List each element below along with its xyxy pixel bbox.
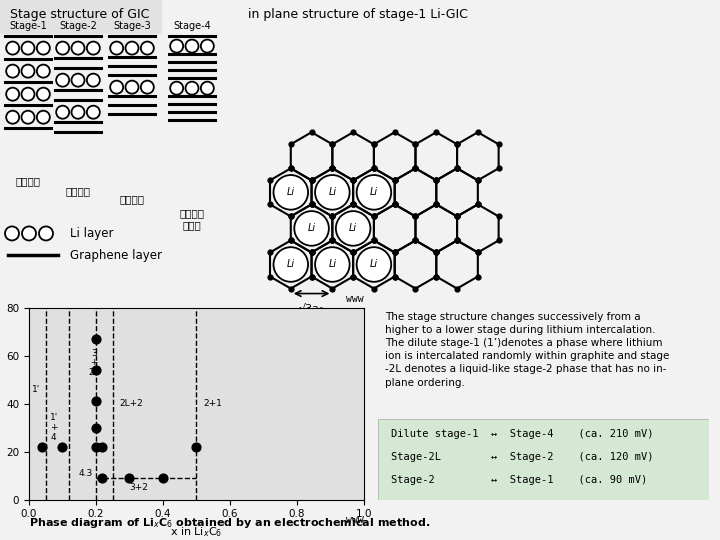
Point [57, 442, 68, 451]
Text: Stage-1: Stage-1 [9, 21, 47, 31]
Text: Graphene layer: Graphene layer [70, 249, 162, 262]
Text: www: www [346, 515, 364, 525]
Text: √3a₀: √3a₀ [299, 303, 324, 314]
Text: 每四層碳
一层锂: 每四層碳 一层锂 [179, 208, 204, 230]
Text: The stage structure changes successively from a
higher to a lower stage during l: The stage structure changes successively… [384, 312, 669, 388]
Circle shape [170, 39, 183, 52]
Text: Stage-2         ↔  Stage-1    (ca. 90 mV): Stage-2 ↔ Stage-1 (ca. 90 mV) [391, 475, 647, 484]
Circle shape [274, 175, 308, 210]
Point [124, 474, 135, 482]
Circle shape [71, 73, 84, 86]
Point [90, 442, 102, 451]
Text: 3
+
2L: 3 + 2L [89, 349, 99, 377]
Circle shape [110, 42, 123, 55]
Circle shape [201, 82, 214, 94]
X-axis label: x in Li$_x$C$_6$: x in Li$_x$C$_6$ [170, 525, 222, 538]
Point [96, 442, 108, 451]
Text: Dilute stage-1  ↔  Stage-4    (ca. 210 mV): Dilute stage-1 ↔ Stage-4 (ca. 210 mV) [391, 429, 654, 438]
Text: 1'
+
4: 1' + 4 [50, 414, 58, 442]
Text: Li: Li [349, 224, 357, 233]
Circle shape [356, 175, 391, 210]
Text: Phase diagram of Li$_x$C$_6$ obtained by an electrochemical method.: Phase diagram of Li$_x$C$_6$ obtained by… [29, 516, 430, 530]
Circle shape [110, 80, 123, 93]
Circle shape [22, 226, 36, 240]
Text: Li: Li [328, 187, 336, 197]
Text: Li: Li [370, 260, 378, 269]
Circle shape [39, 226, 53, 240]
Text: 2L+2: 2L+2 [120, 399, 143, 408]
Text: 每两層碳: 每两層碳 [66, 186, 91, 197]
Circle shape [125, 42, 138, 55]
Circle shape [87, 42, 100, 55]
Text: Stage-4: Stage-4 [173, 21, 211, 31]
Circle shape [71, 106, 84, 119]
Circle shape [6, 65, 19, 78]
Point [90, 397, 102, 406]
Circle shape [6, 42, 19, 55]
Text: Li: Li [287, 187, 295, 197]
Point [90, 423, 102, 432]
Circle shape [141, 80, 154, 93]
Circle shape [5, 226, 19, 240]
Circle shape [87, 106, 100, 119]
Circle shape [125, 80, 138, 93]
Text: Li: Li [328, 260, 336, 269]
Circle shape [71, 42, 84, 55]
Text: Li: Li [287, 260, 295, 269]
Circle shape [315, 175, 350, 210]
Circle shape [315, 247, 350, 282]
Circle shape [22, 65, 35, 78]
Point [96, 474, 108, 482]
Text: Stage-2: Stage-2 [59, 21, 97, 31]
Circle shape [37, 65, 50, 78]
Text: 4.3: 4.3 [78, 469, 93, 478]
Text: 每一層碳: 每一層碳 [16, 177, 40, 186]
Circle shape [22, 111, 35, 124]
Circle shape [186, 82, 199, 94]
Text: Stage structure of GIC: Stage structure of GIC [10, 8, 149, 21]
Circle shape [6, 87, 19, 100]
Text: 2+1: 2+1 [203, 399, 222, 408]
Circle shape [356, 247, 391, 282]
Text: 每三層碳: 每三層碳 [120, 194, 145, 204]
Circle shape [201, 39, 214, 52]
Circle shape [22, 87, 35, 100]
Text: Li layer: Li layer [70, 227, 114, 240]
Circle shape [274, 247, 308, 282]
Circle shape [37, 111, 50, 124]
Point [157, 474, 168, 482]
Circle shape [6, 111, 19, 124]
Text: Stage-3: Stage-3 [113, 21, 151, 31]
Text: www: www [346, 294, 364, 304]
Circle shape [87, 73, 100, 86]
Text: in plane structure of stage-1 Li-GIC: in plane structure of stage-1 Li-GIC [248, 8, 468, 21]
Point [190, 442, 202, 451]
Circle shape [22, 42, 35, 55]
Circle shape [37, 87, 50, 100]
Circle shape [170, 82, 183, 94]
Circle shape [186, 39, 199, 52]
Circle shape [294, 211, 329, 246]
Circle shape [141, 42, 154, 55]
Text: Li: Li [307, 224, 315, 233]
Text: Stage-2L        ↔  Stage-2    (ca. 120 mV): Stage-2L ↔ Stage-2 (ca. 120 mV) [391, 451, 654, 462]
Circle shape [56, 106, 69, 119]
Circle shape [56, 42, 69, 55]
Text: 3+2: 3+2 [130, 483, 148, 492]
Text: 1': 1' [32, 385, 40, 394]
Circle shape [37, 42, 50, 55]
Point [90, 366, 102, 374]
Point [37, 442, 48, 451]
Circle shape [56, 73, 69, 86]
Text: Li: Li [370, 187, 378, 197]
Point [90, 335, 102, 343]
Circle shape [336, 211, 370, 246]
FancyBboxPatch shape [378, 419, 709, 500]
